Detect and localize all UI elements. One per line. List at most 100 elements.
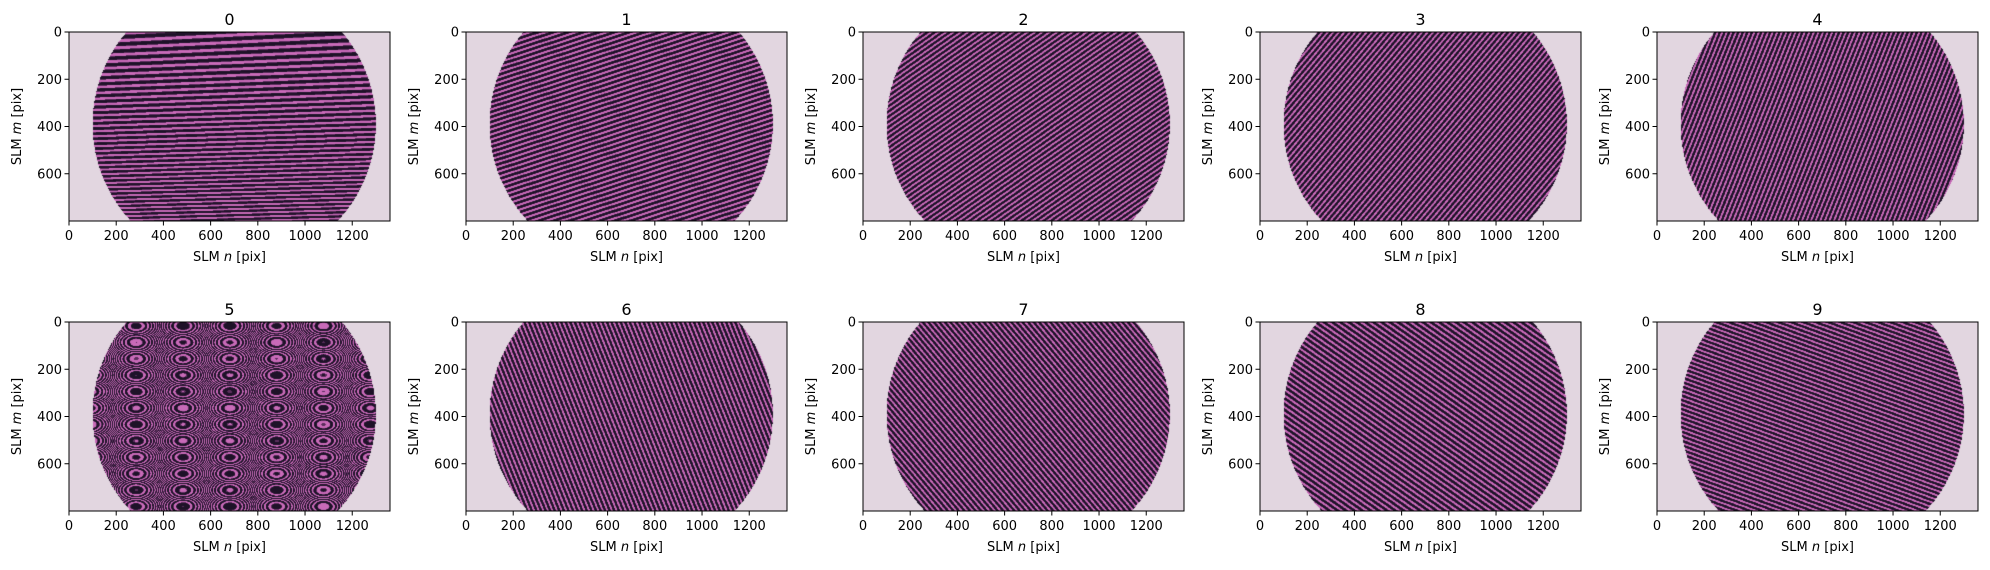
y-tick-label: 200 <box>37 363 62 378</box>
x-axis-label: SLM n [pix] <box>987 250 1060 265</box>
x-tick-label: 800 <box>1436 229 1461 244</box>
phase-pattern-image <box>863 322 1184 511</box>
y-tick-label: 600 <box>37 457 62 472</box>
y-axis-label: SLM m [pix] <box>1201 378 1216 455</box>
y-tick-label: 200 <box>434 73 459 88</box>
x-tick-label: 600 <box>198 229 223 244</box>
x-tick-label: 200 <box>1692 229 1717 244</box>
x-tick-label: 400 <box>1739 229 1764 244</box>
y-tick-label: 400 <box>1228 410 1253 425</box>
x-tick-label: 1200 <box>1527 229 1560 244</box>
y-axis-label: SLM m [pix] <box>1201 88 1216 165</box>
x-tick-label: 600 <box>595 519 620 534</box>
y-tick-label: 200 <box>1228 73 1253 88</box>
panel-2: 2 0 200 400 600 800 1000 1200 0 200 400 600 SLM n [p… <box>804 10 1185 265</box>
y-tick-label: 400 <box>37 410 62 425</box>
y-tick-label: 600 <box>1228 167 1253 182</box>
y-axis-label: SLM m [pix] <box>10 378 25 455</box>
y-tick-label: 0 <box>1642 316 1650 331</box>
x-tick-label: 1000 <box>1876 229 1909 244</box>
x-tick-label: 800 <box>1039 519 1064 534</box>
panel-9: 9 0 200 400 600 800 1000 1200 0 200 400 600 SLM n [p… <box>1598 300 1979 555</box>
x-tick-label: 1000 <box>1082 229 1115 244</box>
x-tick-label: 800 <box>642 229 667 244</box>
panel-7: 7 0 200 400 600 800 1000 1200 0 200 400 600 SLM n [p… <box>804 300 1185 555</box>
y-tick-label: 600 <box>831 457 856 472</box>
y-axis-label: SLM m [pix] <box>804 378 819 455</box>
x-tick-label: 800 <box>642 519 667 534</box>
phase-pattern-image <box>69 322 390 511</box>
x-tick-label: 1000 <box>288 229 321 244</box>
x-tick-label: 400 <box>945 519 970 534</box>
x-tick-label: 1000 <box>1479 229 1512 244</box>
x-tick-label: 400 <box>151 229 176 244</box>
y-axis-label: SLM m [pix] <box>1598 88 1613 165</box>
y-tick-label: 200 <box>1625 363 1650 378</box>
x-axis-label: SLM n [pix] <box>1384 540 1457 555</box>
y-tick-label: 0 <box>1245 26 1253 41</box>
x-tick-label: 400 <box>548 519 573 534</box>
panel-title: 0 <box>224 10 234 29</box>
y-tick-label: 0 <box>451 26 459 41</box>
x-tick-label: 600 <box>1786 229 1811 244</box>
y-tick-label: 0 <box>54 26 62 41</box>
y-tick-label: 600 <box>1228 457 1253 472</box>
y-tick-label: 200 <box>434 363 459 378</box>
x-tick-label: 1000 <box>1082 519 1115 534</box>
panel-title: 7 <box>1018 300 1028 319</box>
x-axis-label: SLM n [pix] <box>1781 540 1854 555</box>
x-tick-label: 1200 <box>733 519 766 534</box>
y-axis-label: SLM m [pix] <box>407 378 422 455</box>
y-axis-label: SLM m [pix] <box>804 88 819 165</box>
x-tick-label: 1200 <box>1924 519 1957 534</box>
panel-3: 3 0 200 400 600 800 1000 1200 0 200 400 600 SLM n [p… <box>1201 10 1582 265</box>
x-tick-label: 1000 <box>288 519 321 534</box>
y-tick-label: 600 <box>1625 167 1650 182</box>
x-tick-label: 400 <box>945 229 970 244</box>
y-tick-label: 200 <box>831 363 856 378</box>
y-tick-label: 400 <box>1625 120 1650 135</box>
x-tick-label: 0 <box>1653 519 1661 534</box>
x-tick-label: 600 <box>992 229 1017 244</box>
x-tick-label: 400 <box>1342 519 1367 534</box>
x-tick-label: 0 <box>1256 519 1264 534</box>
x-tick-label: 600 <box>1389 229 1414 244</box>
panel-title: 5 <box>224 300 234 319</box>
y-axis-label: SLM m [pix] <box>407 88 422 165</box>
x-tick-label: 600 <box>198 519 223 534</box>
panel-title: 6 <box>621 300 631 319</box>
y-tick-label: 200 <box>37 73 62 88</box>
x-tick-label: 200 <box>898 519 923 534</box>
x-tick-label: 0 <box>462 519 470 534</box>
y-tick-label: 400 <box>1228 120 1253 135</box>
x-axis-label: SLM n [pix] <box>590 250 663 265</box>
x-tick-label: 1200 <box>336 229 369 244</box>
x-tick-label: 800 <box>1436 519 1461 534</box>
x-tick-label: 400 <box>548 229 573 244</box>
y-tick-label: 600 <box>434 457 459 472</box>
y-axis-label: SLM m [pix] <box>1598 378 1613 455</box>
panel-title: 8 <box>1415 300 1425 319</box>
y-tick-label: 0 <box>54 316 62 331</box>
y-tick-label: 400 <box>1625 410 1650 425</box>
y-tick-label: 600 <box>831 167 856 182</box>
panel-6: 6 0 200 400 600 800 1000 1200 0 200 400 600 SLM n [p… <box>407 300 788 555</box>
x-tick-label: 600 <box>992 519 1017 534</box>
x-tick-label: 200 <box>1692 519 1717 534</box>
y-tick-label: 200 <box>831 73 856 88</box>
y-tick-label: 600 <box>1625 457 1650 472</box>
phase-pattern-image <box>1260 32 1581 221</box>
panel-title: 9 <box>1812 300 1822 319</box>
x-tick-label: 0 <box>65 519 73 534</box>
panel-title: 2 <box>1018 10 1028 29</box>
panel-1: 1 0 200 400 600 800 1000 1200 0 200 400 600 SLM n [p… <box>407 10 788 265</box>
x-tick-label: 800 <box>1833 519 1858 534</box>
phase-pattern-image <box>1657 322 1978 511</box>
x-axis-label: SLM n [pix] <box>590 540 663 555</box>
x-tick-label: 0 <box>1256 229 1264 244</box>
x-tick-label: 1200 <box>1527 519 1560 534</box>
x-tick-label: 0 <box>1653 229 1661 244</box>
x-tick-label: 200 <box>898 229 923 244</box>
y-tick-label: 400 <box>434 410 459 425</box>
y-tick-label: 600 <box>37 167 62 182</box>
